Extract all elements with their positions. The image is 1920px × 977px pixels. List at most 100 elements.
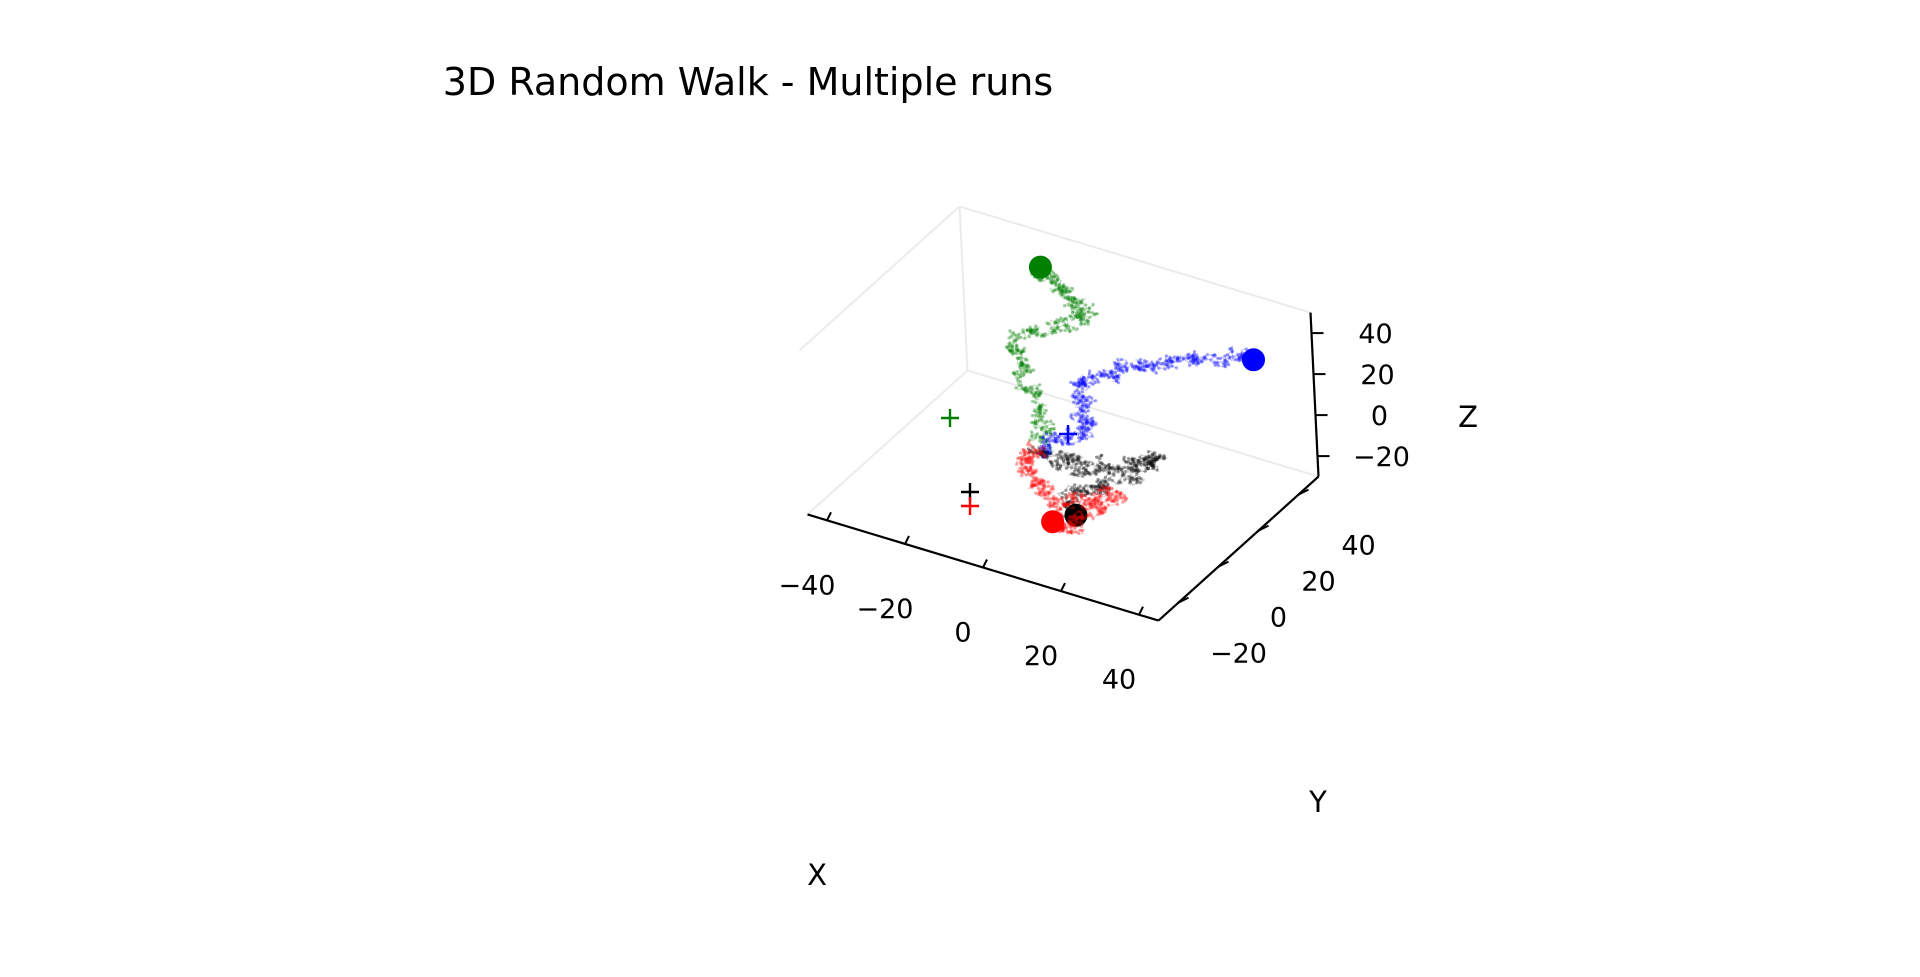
walk-point bbox=[1038, 392, 1043, 396]
walk-point bbox=[1151, 363, 1155, 367]
walk-point bbox=[1107, 462, 1111, 467]
walk-point bbox=[1134, 477, 1139, 481]
walk-point bbox=[1073, 483, 1077, 487]
walk-point bbox=[1139, 368, 1143, 372]
walk-point bbox=[1081, 400, 1085, 405]
walk-point bbox=[1023, 465, 1027, 470]
walk-point bbox=[1095, 479, 1099, 484]
walk-point bbox=[1019, 350, 1024, 354]
walk-point bbox=[1152, 458, 1156, 462]
walk-point bbox=[1067, 491, 1072, 496]
walk-point bbox=[1115, 498, 1120, 503]
walk-point bbox=[1061, 460, 1066, 464]
walk-point bbox=[1078, 515, 1083, 520]
z-tick-label: 40 bbox=[1358, 319, 1392, 350]
walk-point bbox=[1083, 493, 1088, 498]
walk-point bbox=[1192, 361, 1196, 366]
walk-point bbox=[1064, 456, 1068, 461]
walk-point bbox=[1036, 487, 1041, 491]
walk-point bbox=[1152, 363, 1156, 368]
walk-point bbox=[1129, 475, 1134, 479]
walk-point bbox=[1041, 454, 1045, 459]
walk-point bbox=[1080, 387, 1084, 391]
walk-point bbox=[1028, 370, 1033, 374]
walk-point bbox=[1068, 297, 1073, 302]
walk-point bbox=[1054, 505, 1059, 509]
z-tick-label: 20 bbox=[1360, 360, 1394, 391]
walk-point bbox=[1224, 358, 1228, 362]
walk-point bbox=[1045, 437, 1049, 442]
walk-point bbox=[1070, 521, 1074, 526]
walk-point bbox=[1048, 500, 1052, 504]
walk-point bbox=[1116, 366, 1120, 370]
walk-point bbox=[1042, 443, 1046, 448]
walk-point bbox=[1097, 464, 1101, 469]
walk-point bbox=[1080, 381, 1085, 385]
walk-point bbox=[1017, 332, 1021, 336]
walk-point bbox=[1079, 489, 1083, 494]
walk-point bbox=[1074, 313, 1078, 318]
walk-point bbox=[1049, 434, 1053, 438]
walk-point bbox=[1030, 471, 1034, 475]
walk-point bbox=[1037, 394, 1042, 398]
walk-point bbox=[1068, 487, 1073, 492]
walk-point bbox=[1055, 464, 1059, 468]
walk-point bbox=[1066, 494, 1070, 498]
walk-point bbox=[1033, 420, 1038, 424]
walk-point bbox=[1039, 450, 1044, 454]
walk-point bbox=[1056, 325, 1060, 330]
walk-point bbox=[1103, 467, 1107, 471]
walk-point bbox=[1056, 327, 1060, 331]
walk-point bbox=[1089, 513, 1094, 518]
walk-point bbox=[1028, 466, 1033, 470]
walk-point bbox=[1066, 296, 1070, 300]
walk-point bbox=[1096, 484, 1100, 488]
walk-point bbox=[1090, 502, 1094, 506]
walk-point bbox=[1149, 367, 1154, 371]
walk-point bbox=[1118, 493, 1122, 497]
walk-point bbox=[1070, 459, 1075, 463]
walk-point bbox=[1051, 487, 1056, 491]
walk-point bbox=[1097, 506, 1102, 510]
walk-point bbox=[1152, 457, 1156, 462]
walk-point bbox=[1130, 457, 1134, 462]
walk-point bbox=[1152, 366, 1157, 370]
walk-point bbox=[1018, 451, 1023, 455]
walk-point bbox=[1071, 317, 1076, 321]
walk-point bbox=[1076, 411, 1080, 415]
walk-point bbox=[1121, 368, 1125, 372]
walk-point bbox=[1051, 427, 1056, 431]
walk-point bbox=[1104, 498, 1109, 502]
walk-point bbox=[1095, 506, 1099, 510]
walk-point bbox=[1014, 347, 1018, 351]
walk-point bbox=[1065, 502, 1070, 507]
walk-point bbox=[1025, 459, 1029, 463]
walk-point bbox=[1030, 461, 1034, 465]
walk-point bbox=[1025, 364, 1029, 369]
walk-point bbox=[1143, 457, 1148, 461]
walk-point bbox=[1071, 395, 1075, 399]
walk-point bbox=[1128, 479, 1133, 483]
walk-point bbox=[1175, 355, 1180, 360]
walk-point bbox=[1041, 447, 1046, 451]
walk-point bbox=[1074, 472, 1078, 477]
walk-point bbox=[1074, 305, 1079, 309]
walk-point bbox=[1084, 382, 1088, 387]
walk-point bbox=[1081, 376, 1086, 380]
walk-point bbox=[1037, 407, 1042, 411]
walk-point bbox=[1155, 468, 1160, 472]
walk-point bbox=[1144, 464, 1149, 468]
walk-point bbox=[1038, 452, 1043, 456]
walk-point bbox=[1099, 493, 1103, 497]
walk-point bbox=[1082, 424, 1087, 429]
walk-point bbox=[1203, 355, 1207, 359]
walk-point bbox=[1148, 460, 1152, 464]
walk-point bbox=[1025, 369, 1029, 374]
walk-point bbox=[1045, 443, 1049, 448]
walk-point bbox=[1077, 303, 1081, 307]
walk-point bbox=[1148, 461, 1153, 465]
walk-point bbox=[1022, 448, 1026, 453]
walk-point bbox=[1188, 359, 1193, 364]
walk-point bbox=[1192, 350, 1197, 354]
walk-point bbox=[1132, 367, 1137, 371]
